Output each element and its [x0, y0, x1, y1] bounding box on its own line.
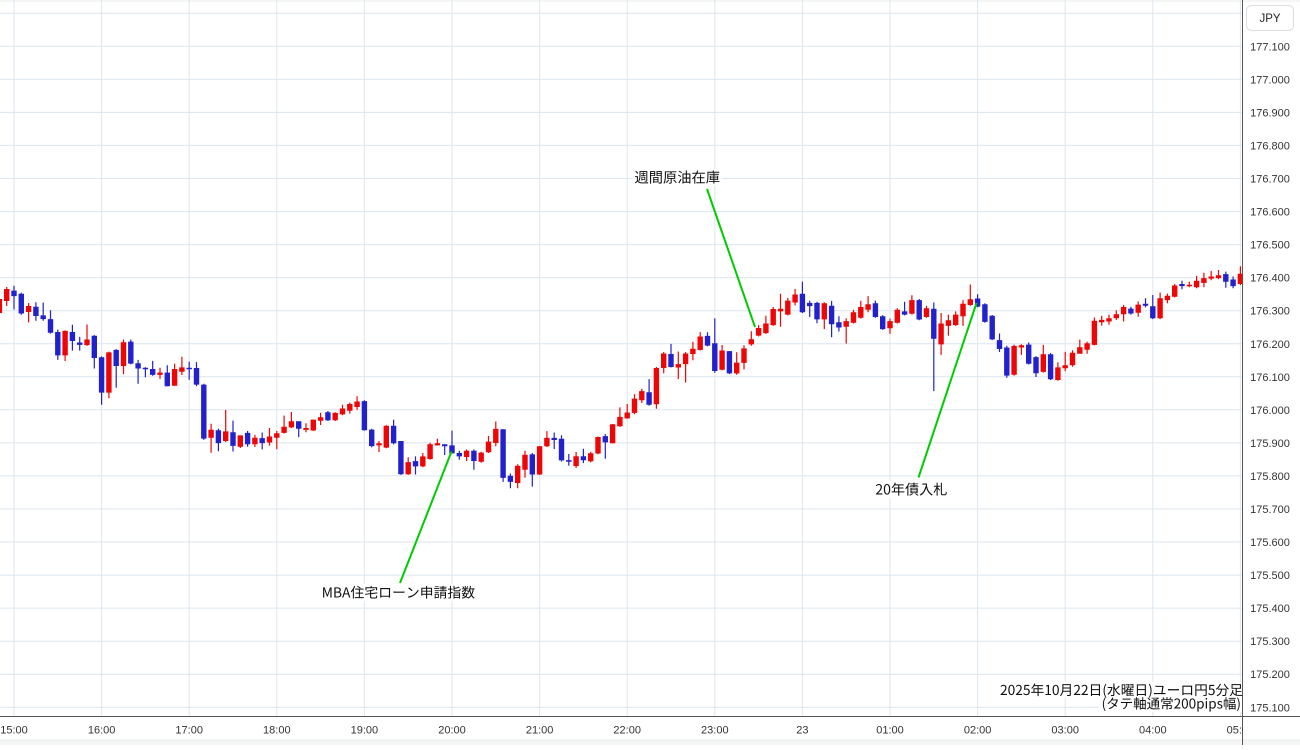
svg-text:175.600: 175.600	[1250, 537, 1290, 549]
svg-text:176.500: 176.500	[1250, 240, 1290, 252]
svg-text:175.100: 175.100	[1250, 702, 1290, 714]
svg-text:176.800: 176.800	[1250, 140, 1290, 152]
svg-text:175.200: 175.200	[1250, 669, 1290, 681]
svg-text:176.100: 176.100	[1250, 372, 1290, 384]
svg-text:176.000: 176.000	[1250, 405, 1290, 417]
svg-text:23: 23	[796, 725, 808, 737]
svg-text:15:00: 15:00	[0, 725, 28, 737]
svg-text:176.200: 176.200	[1250, 339, 1290, 351]
svg-text:176.400: 176.400	[1250, 273, 1290, 285]
svg-text:176.900: 176.900	[1250, 107, 1290, 119]
svg-text:JPY: JPY	[1259, 13, 1280, 25]
svg-text:20:00: 20:00	[438, 725, 466, 737]
svg-text:04:00: 04:00	[1139, 725, 1167, 737]
svg-text:176.700: 176.700	[1250, 174, 1290, 186]
svg-text:23:00: 23:00	[701, 725, 729, 737]
svg-text:22:00: 22:00	[613, 725, 641, 737]
svg-text:175.800: 175.800	[1250, 471, 1290, 483]
svg-text:18:00: 18:00	[263, 725, 291, 737]
svg-text:21:00: 21:00	[526, 725, 554, 737]
svg-text:176.300: 176.300	[1250, 306, 1290, 318]
svg-text:02:00: 02:00	[964, 725, 992, 737]
svg-text:17:00: 17:00	[175, 725, 203, 737]
svg-text:175.500: 175.500	[1250, 570, 1290, 582]
svg-text:175.900: 175.900	[1250, 438, 1290, 450]
svg-text:19:00: 19:00	[351, 725, 379, 737]
svg-text:16:00: 16:00	[88, 725, 116, 737]
svg-text:175.700: 175.700	[1250, 504, 1290, 516]
svg-text:03:00: 03:00	[1051, 725, 1079, 737]
svg-text:01:00: 01:00	[876, 725, 904, 737]
svg-text:177.000: 177.000	[1250, 74, 1290, 86]
svg-text:177.100: 177.100	[1250, 41, 1290, 53]
svg-text:05:00: 05:00	[1227, 725, 1255, 737]
svg-text:175.400: 175.400	[1250, 603, 1290, 615]
svg-text:175.300: 175.300	[1250, 636, 1290, 648]
svg-text:176.600: 176.600	[1250, 207, 1290, 219]
